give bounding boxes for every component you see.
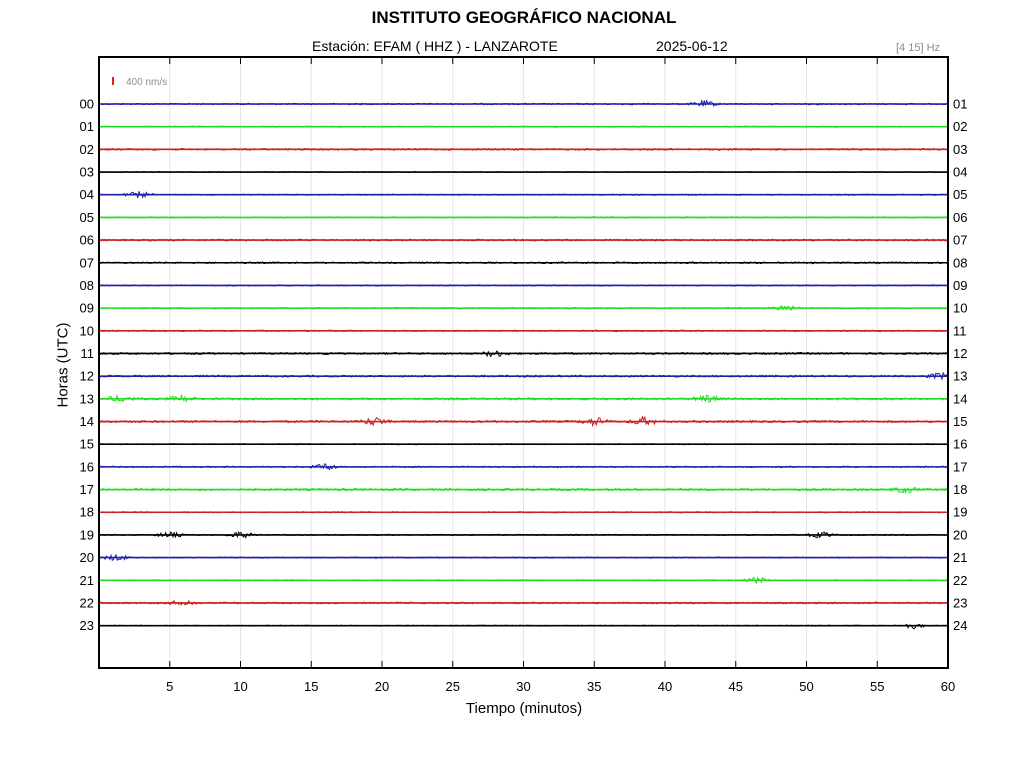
y-tick-label-right: 10 — [953, 301, 967, 316]
y-tick-label-left: 10 — [80, 323, 94, 338]
y-tick-label-right: 23 — [953, 595, 967, 610]
y-tick-label-right: 24 — [953, 618, 967, 633]
y-tick-label-left: 20 — [80, 550, 94, 565]
y-tick-label-right: 04 — [953, 165, 967, 180]
y-tick-label-left: 04 — [80, 187, 94, 202]
y-tick-label-left: 23 — [80, 618, 94, 633]
page-title: INSTITUTO GEOGRÁFICO NACIONAL — [371, 8, 677, 27]
y-tick-label-right: 02 — [953, 119, 967, 134]
x-tick-label: 20 — [375, 679, 389, 694]
date-label: 2025-06-12 — [656, 38, 728, 54]
y-tick-label-right: 11 — [953, 323, 967, 338]
y-tick-label-left: 08 — [80, 278, 94, 293]
y-tick-label-right: 22 — [953, 573, 967, 588]
x-tick-label: 60 — [941, 679, 955, 694]
x-tick-label: 25 — [446, 679, 460, 694]
y-tick-label-left: 22 — [80, 595, 94, 610]
y-tick-label-left: 05 — [80, 210, 94, 225]
y-tick-label-right: 06 — [953, 210, 967, 225]
y-tick-label-right: 07 — [953, 233, 967, 248]
y-tick-label-right: 17 — [953, 459, 967, 474]
x-tick-label: 10 — [233, 679, 247, 694]
x-axis-label: Tiempo (minutos) — [465, 700, 583, 717]
y-tick-label-left: 18 — [80, 505, 94, 520]
y-tick-label-right: 18 — [953, 482, 967, 497]
y-tick-label-right: 09 — [953, 278, 967, 293]
y-tick-label-left: 14 — [80, 414, 94, 429]
y-tick-label-left: 13 — [80, 391, 94, 406]
y-tick-label-left: 21 — [80, 573, 94, 588]
y-tick-label-left: 09 — [80, 301, 94, 316]
y-tick-label-right: 08 — [953, 255, 967, 270]
x-tick-label: 55 — [870, 679, 884, 694]
y-tick-label-left: 19 — [80, 527, 94, 542]
x-tick-label: 45 — [729, 679, 743, 694]
y-tick-label-left: 17 — [80, 482, 94, 497]
filter-band-label: [4 15] Hz — [896, 42, 941, 54]
y-tick-label-right: 03 — [953, 142, 967, 157]
y-tick-label-left: 12 — [80, 369, 94, 384]
y-tick-label-right: 19 — [953, 505, 967, 520]
y-tick-label-left: 03 — [80, 165, 94, 180]
x-tick-label: 50 — [799, 679, 813, 694]
x-tick-label: 35 — [587, 679, 601, 694]
y-tick-label-left: 06 — [80, 233, 94, 248]
y-tick-label-right: 05 — [953, 187, 967, 202]
y-tick-label-left: 11 — [81, 346, 95, 361]
y-tick-label-right: 21 — [953, 550, 967, 565]
y-tick-label-left: 16 — [80, 459, 94, 474]
y-tick-label-left: 02 — [80, 142, 94, 157]
y-tick-label-right: 15 — [953, 414, 967, 429]
scale-label: 400 nm/s — [126, 77, 167, 88]
x-tick-label: 5 — [166, 679, 173, 694]
scale-bar — [112, 77, 114, 85]
y-tick-label-left: 01 — [80, 119, 94, 134]
y-tick-label-right: 16 — [953, 437, 967, 452]
station-label: Estación: EFAM ( HHZ ) - LANZAROTE — [312, 38, 558, 54]
y-tick-label-left: 07 — [80, 255, 94, 270]
y-tick-label-right: 01 — [953, 97, 967, 112]
y-tick-label-right: 20 — [953, 527, 967, 542]
x-tick-label: 40 — [658, 679, 672, 694]
y-tick-label-right: 13 — [953, 369, 967, 384]
y-tick-label-right: 14 — [953, 391, 967, 406]
x-tick-label: 15 — [304, 679, 318, 694]
y-tick-label-right: 12 — [953, 346, 967, 361]
x-tick-label: 30 — [516, 679, 530, 694]
y-tick-label-left: 15 — [80, 437, 94, 452]
y-tick-label-left: 00 — [80, 97, 94, 112]
